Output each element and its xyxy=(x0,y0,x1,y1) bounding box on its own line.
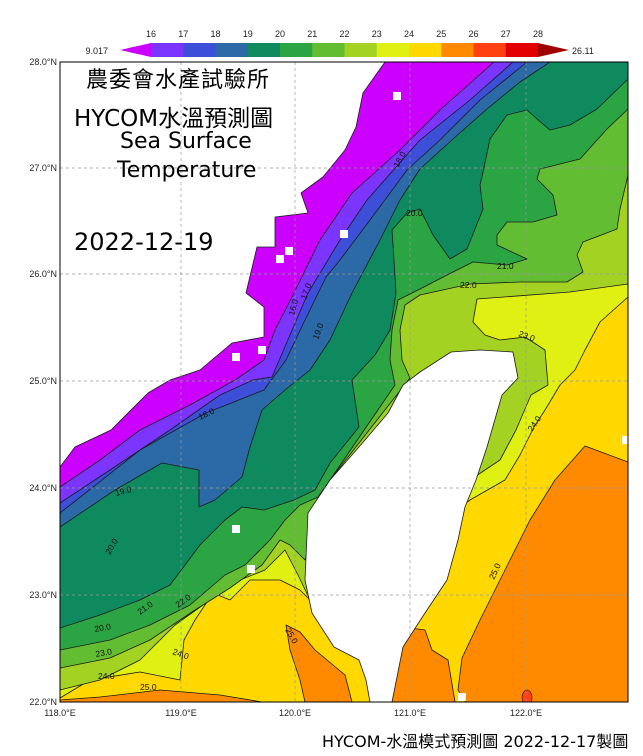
lon-label: 122.0°E xyxy=(510,708,542,718)
contour-label: 23.0 xyxy=(95,646,113,659)
zone-25-26-south xyxy=(60,689,263,702)
contour-label: 21.0 xyxy=(497,261,514,271)
missing-data-cell xyxy=(340,230,348,238)
colorbar-max-label: 26.11 xyxy=(572,46,594,56)
lat-label: 25.0°N xyxy=(29,376,57,386)
colorbar-segment xyxy=(183,43,216,57)
china-coast-land xyxy=(60,62,386,468)
colorbar-tick-label: 28 xyxy=(533,29,543,39)
colorbar-max-arrow xyxy=(538,43,569,57)
colorbar-min-arrow xyxy=(120,43,151,57)
colorbar-min-label: 9.017 xyxy=(85,46,108,56)
colorbar-segment xyxy=(344,43,378,57)
colorbar-tick-label: 21 xyxy=(307,29,317,39)
lat-label: 26.0°N xyxy=(29,269,57,279)
colorbar-segment xyxy=(441,43,474,57)
contour-label: 22.0 xyxy=(460,280,477,290)
lon-label: 118.0°E xyxy=(44,708,75,718)
colorbar-segment xyxy=(505,43,539,57)
lat-label: 27.0°N xyxy=(29,163,57,173)
contour-label: 24.0 xyxy=(98,671,115,681)
lat-label: 28.0°N xyxy=(29,57,57,67)
missing-data-cell xyxy=(232,353,240,361)
lon-label: 121.0°E xyxy=(394,708,426,718)
colorbar-segment xyxy=(215,43,249,57)
axis-labels: 28.0°N 27.0°N 26.0°N 25.0°N 24.0°N 23.0°… xyxy=(29,57,542,718)
contour-label: 20.0 xyxy=(94,621,112,634)
contour-label: 19.0 xyxy=(114,484,133,498)
colorbar-tick-label: 19 xyxy=(243,29,253,39)
lon-label: 120.0°E xyxy=(279,708,311,718)
missing-data-cell xyxy=(258,346,266,354)
missing-data-cell xyxy=(285,247,293,255)
missing-data-cell xyxy=(276,255,284,263)
subtitle-line1: Sea Surface xyxy=(120,129,252,154)
colorbar: 16 17 18 19 20 21 22 23 24 25 26 27 28 9.017 26.11 xyxy=(85,29,594,57)
map-frame xyxy=(59,61,629,703)
colorbar-tick-label: 22 xyxy=(339,29,349,39)
zone-25-26-east xyxy=(457,445,628,702)
lat-label: 23.0°N xyxy=(29,590,57,600)
contour-label: 25.0 xyxy=(140,682,157,692)
lat-lon-grid xyxy=(60,62,628,702)
missing-data-cell xyxy=(247,565,255,573)
missing-data-cell xyxy=(232,525,240,533)
colorbar-segment xyxy=(473,43,507,57)
colorbar-tick-label: 20 xyxy=(275,29,285,39)
contour-label: 16.0 xyxy=(286,298,300,317)
lon-label: 119.0°E xyxy=(165,708,196,718)
colorbar-tick-label: 17 xyxy=(178,29,188,39)
colorbar-tick-label: 23 xyxy=(372,29,382,39)
missing-data-cell xyxy=(622,436,628,444)
colorbar-tick-label: 27 xyxy=(501,29,511,39)
lat-label: 24.0°N xyxy=(29,483,57,493)
colorbar-tick-label: 25 xyxy=(436,29,446,39)
forecast-date: 2022-12-19 xyxy=(74,228,214,256)
subtitle-line2: Temperature xyxy=(117,158,257,183)
colorbar-tick-label: 16 xyxy=(146,29,156,39)
footer-caption: HYCOM-水溫模式預測圖 2022-12-17製圖 xyxy=(322,732,629,751)
zone-26-27-spot xyxy=(521,689,533,702)
colorbar-segment xyxy=(280,43,313,57)
taiwan-land xyxy=(304,349,519,702)
lat-label: 22.0°N xyxy=(29,697,57,707)
colorbar-tick-label: 26 xyxy=(468,29,478,39)
colorbar-segment xyxy=(376,43,410,57)
contour-label: 20.0 xyxy=(406,208,423,218)
zone-25-26-west xyxy=(285,624,353,702)
product-title: HYCOM水溫預測圖 xyxy=(74,106,274,132)
missing-data-cell xyxy=(458,693,466,701)
missing-data-cell xyxy=(393,92,401,100)
colorbar-segment xyxy=(247,43,281,57)
colorbar-segment xyxy=(312,43,345,57)
colorbar-tick-label: 18 xyxy=(210,29,220,39)
colorbar-segment xyxy=(151,43,184,57)
colorbar-tick-label: 24 xyxy=(404,29,414,39)
org-title: 農委會水產試驗所 xyxy=(86,68,271,93)
colorbar-segment xyxy=(409,43,442,57)
